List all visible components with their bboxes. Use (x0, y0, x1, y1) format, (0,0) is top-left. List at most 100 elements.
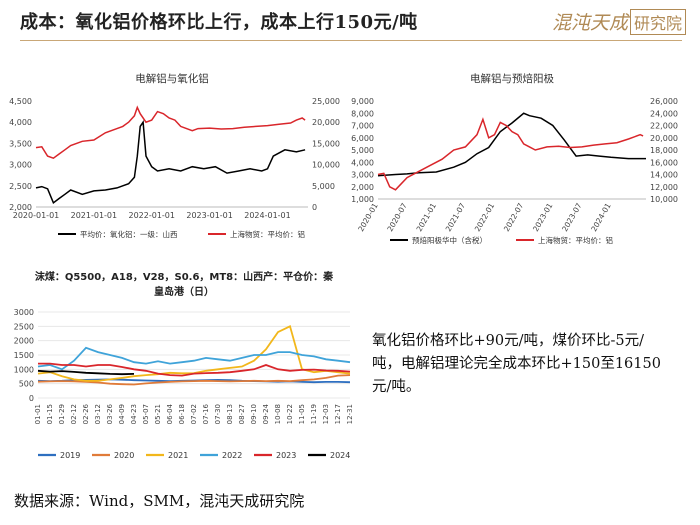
chart-anode-svg: 电解铝与预焙阳极 1,000 2,000 3,000 4,000 5,000 6,000 7,… (351, 72, 678, 245)
title-bar: 成本：氧化铝价格环比上行，成本上行150元/吨 混沌天成 研究院 (0, 0, 700, 44)
x-tick-label: 12-03 (322, 404, 330, 424)
y-left-tick-label: 2,500 (9, 182, 32, 191)
x-tick-label: 05-07 (142, 404, 150, 424)
x-tick-label: 2021-07 (444, 201, 468, 233)
logo-text: 混沌天成 (551, 12, 628, 34)
y-left-tick-label: 3,500 (9, 139, 32, 148)
y-left-tick-label: 4,000 (351, 158, 374, 167)
y-tick-label: 0 (29, 394, 34, 403)
chart-alumina: 电解铝与氧化铝 2,000 2,500 3,000 3,500 4,000 4,500 0 5,… (6, 68, 354, 248)
x-tick-label: 12-31 (346, 404, 354, 424)
slide-title: 成本：氧化铝价格环比上行，成本上行150元/吨 (20, 12, 418, 33)
chart-coal: 沫煤：Q5500，A18，V28，S0.6，MT8：山西产：平仓价：秦 皇岛港（日… (4, 268, 362, 478)
x-tick-label: 2020-07 (385, 201, 409, 233)
chart-title: 沫煤：Q5500，A18，V28，S0.6，MT8：山西产：平仓价：秦 (35, 270, 334, 283)
x-tick-label: 01-01 (34, 404, 42, 424)
x-tick-label: 04-23 (130, 404, 138, 424)
x-tick-label: 06-04 (166, 403, 174, 424)
chart-coal-svg: 沫煤：Q5500，A18，V28，S0.6，MT8：山西产：平仓价：秦皇岛港（日… (14, 270, 354, 460)
x-tick-label: 2024-01 (589, 201, 613, 233)
x-tick-label: 2023-01 (531, 201, 555, 233)
y-right-tick-label: 5,000 (312, 182, 335, 191)
x-tick-label: 2024-01-01 (244, 211, 291, 220)
x-tick-label: 2021-01-01 (71, 211, 118, 220)
y-left-tick-label: 2,000 (351, 183, 374, 192)
legend-label: 预焙阳极华中（含税） (412, 235, 487, 245)
x-tick-label: 11-05 (298, 404, 306, 424)
x-tick-label: 08-13 (226, 404, 234, 424)
y-right-tick-label: 15,000 (312, 139, 340, 148)
y-tick-label: 2000 (14, 337, 34, 346)
chart-title: 电解铝与预焙阳极 (470, 72, 554, 85)
y-right-tick-label: 20,000 (312, 118, 340, 127)
x-tick-label: 09-24 (262, 403, 270, 424)
x-tick-label: 07-30 (214, 404, 222, 424)
y-right-tick-label: 25,000 (312, 97, 340, 106)
y-right-tick-label: 22,000 (650, 122, 678, 131)
y-right-tick-label: 14,000 (650, 171, 678, 180)
legend-label: 上海物贸：平均价：铝 (230, 229, 305, 239)
x-tick-label: 2021-01 (415, 201, 439, 233)
x-tick-label: 10-08 (274, 404, 282, 424)
x-tick-label: 01-29 (58, 404, 66, 424)
logo: 混沌天成 研究院 (552, 8, 686, 35)
logo-box-text: 研究院 (629, 8, 686, 35)
series-line-0 (35, 120, 306, 204)
y-right-tick-label: 16,000 (650, 158, 678, 167)
y-tick-label: 1500 (14, 351, 34, 360)
series-line-2023 (38, 362, 351, 377)
x-tick-label: 2022-07 (502, 201, 526, 233)
y-right-tick-label: 18,000 (650, 146, 678, 155)
x-tick-label: 04-09 (118, 404, 126, 424)
y-left-tick-label: 6,000 (351, 134, 374, 143)
x-tick-label: 03-26 (106, 403, 114, 424)
y-right-tick-label: 10,000 (650, 195, 678, 204)
x-tick-label: 07-02 (190, 404, 198, 424)
y-left-tick-label: 1,000 (351, 195, 374, 204)
x-tick-label: 10-22 (286, 404, 294, 424)
x-tick-label: 11-19 (310, 404, 318, 424)
x-tick-label: 02-12 (70, 404, 78, 424)
y-left-tick-label: 3,000 (351, 171, 374, 180)
y-right-tick-label: 24,000 (650, 109, 678, 118)
legend-label: 2022 (222, 451, 242, 460)
y-right-tick-label: 0 (312, 203, 317, 212)
y-right-tick-label: 20,000 (650, 134, 678, 143)
y-tick-label: 500 (19, 380, 34, 389)
legend-label: 2023 (276, 451, 296, 460)
x-tick-label: 06-18 (178, 404, 186, 424)
y-left-tick-label: 3,000 (9, 161, 32, 170)
legend-label: 2024 (330, 451, 350, 460)
series-line-0 (377, 112, 646, 177)
y-right-tick-label: 26,000 (650, 97, 678, 106)
legend-label: 2020 (114, 451, 134, 460)
y-tick-label: 3000 (14, 308, 34, 317)
x-tick-label: 2023-07 (560, 201, 584, 233)
x-tick-label: 07-16 (202, 403, 210, 424)
y-left-tick-label: 4,500 (9, 97, 32, 106)
x-tick-label: 2022-01-01 (128, 211, 175, 220)
title-rule (20, 40, 682, 41)
y-right-tick-label: 12,000 (650, 183, 678, 192)
x-tick-label: 03-12 (94, 404, 102, 424)
legend-label: 平均价：氧化铝：一级：山西 (80, 229, 178, 239)
series-line-2022 (37, 346, 351, 371)
x-tick-label: 2022-01 (473, 201, 497, 233)
x-tick-label: 09-10 (250, 404, 258, 424)
chart-title: 电解铝与氧化铝 (135, 72, 209, 85)
x-tick-label: 02-26 (82, 403, 90, 424)
x-tick-label: 12-17 (334, 404, 342, 424)
y-left-tick-label: 4,000 (9, 118, 32, 127)
summary-note: 氧化铝价格环比+90元/吨，煤价环比-5元/吨，电解铝理论完全成本环比+150至… (372, 333, 661, 395)
series-line-1 (35, 105, 306, 160)
y-left-tick-label: 8,000 (351, 109, 374, 118)
series-line-2024 (37, 369, 135, 376)
x-tick-label: 2020-01 (356, 201, 380, 233)
legend-label: 2021 (168, 451, 188, 460)
y-tick-label: 2500 (14, 322, 34, 331)
x-tick-label: 2020-01-01 (13, 211, 60, 220)
series-line-2020 (37, 374, 351, 386)
x-tick-label: 08-27 (238, 404, 246, 424)
y-right-tick-label: 10,000 (312, 161, 340, 170)
data-source: 数据来源：Wind，SMM，混沌天成研究院 (14, 492, 305, 510)
